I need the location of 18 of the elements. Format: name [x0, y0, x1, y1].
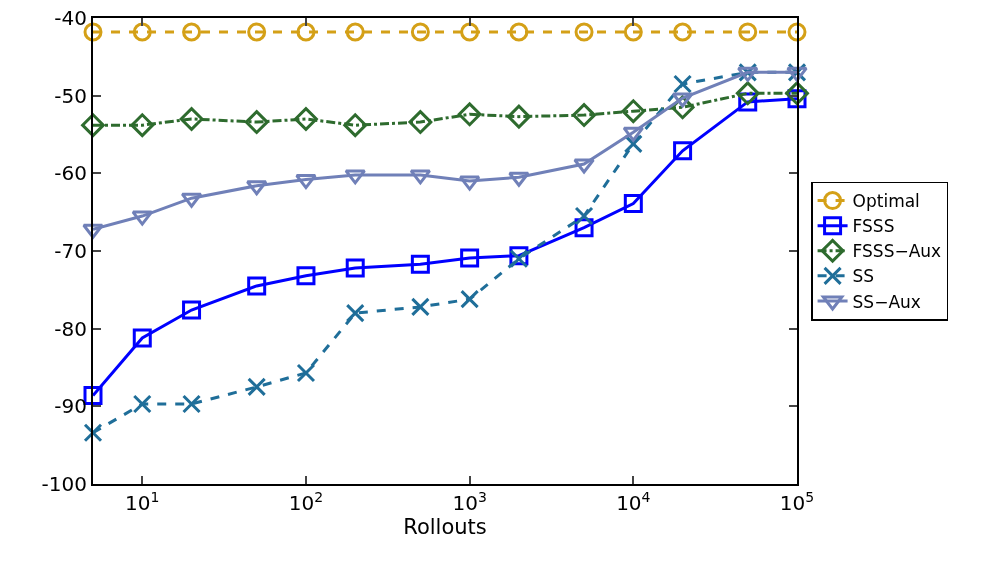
y-tick-label: -100 [41, 472, 87, 496]
y-tick-label: -70 [54, 239, 87, 263]
x-tick-label: 10$^{2}$ [288, 488, 324, 515]
legend-label: FSSS−Aux [852, 241, 942, 262]
y-tick-label: -40 [54, 6, 87, 30]
x-tick-label: 10$^{5}$ [779, 488, 815, 515]
x-tick-label: 10$^{3}$ [452, 488, 487, 515]
y-tick-label: -80 [54, 316, 87, 341]
legend-label: Optimal [852, 191, 920, 212]
y-tick-label: -50 [54, 83, 87, 108]
legend-label: SS [852, 266, 875, 287]
x-tick-label: 10$^{1}$ [125, 488, 160, 515]
x-tick-label: 10$^{4}$ [616, 488, 651, 515]
y-tick-label: -90 [54, 394, 87, 419]
y-tick-label: -60 [54, 161, 87, 186]
legend-label: SS−Aux [852, 291, 921, 312]
x-axis-title: Rollouts [403, 515, 487, 539]
legend-label: FSSS [852, 216, 895, 237]
